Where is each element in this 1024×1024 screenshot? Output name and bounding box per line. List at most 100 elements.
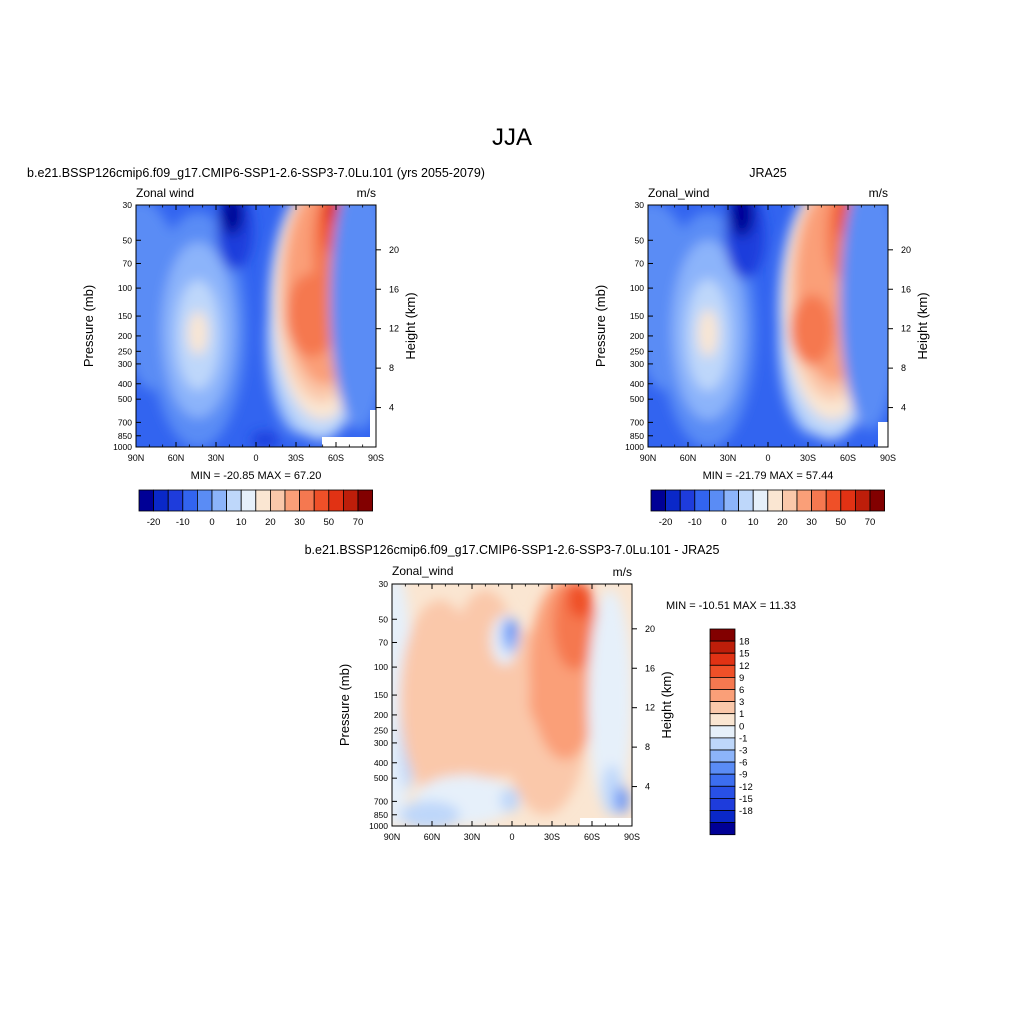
colorbar-label: 20 bbox=[265, 517, 276, 528]
colorbar-box bbox=[752, 489, 769, 512]
y-tick-label: 1000 bbox=[625, 442, 644, 452]
colorbar-box bbox=[709, 652, 736, 666]
height-tick-label: 4 bbox=[901, 403, 906, 413]
colorbar-box bbox=[167, 489, 184, 512]
y-tick-label: 200 bbox=[374, 710, 388, 720]
x-tick-label: 30S bbox=[544, 832, 560, 842]
colorbar-box bbox=[709, 489, 725, 512]
y-tick-label: 700 bbox=[118, 417, 132, 427]
y-tick-label: 400 bbox=[374, 758, 388, 768]
x-tick-label: 60N bbox=[680, 453, 697, 463]
panel-model-y-axis-label: Pressure (mb) bbox=[81, 285, 96, 367]
colorbar-label: -9 bbox=[739, 770, 747, 781]
y-tick-label: 1000 bbox=[113, 442, 132, 452]
height-tick-label: 12 bbox=[389, 324, 399, 334]
colorbar-box bbox=[709, 773, 736, 787]
colorbar-label: 30 bbox=[806, 517, 817, 528]
x-tick-label: 30S bbox=[800, 453, 816, 463]
panel-obs-y-axis-label: Pressure (mb) bbox=[593, 285, 608, 367]
colorbar-label: 10 bbox=[236, 517, 247, 528]
colorbar-label: -6 bbox=[739, 758, 747, 769]
colorbar-label: -3 bbox=[739, 746, 747, 757]
panel-diff-left-label: Zonal_wind bbox=[392, 564, 453, 578]
y-tick-label: 700 bbox=[374, 796, 388, 806]
colorbar-box bbox=[284, 489, 301, 512]
x-tick-label: 90N bbox=[128, 453, 145, 463]
colorbar-box bbox=[782, 489, 798, 512]
colorbar-box bbox=[182, 489, 198, 512]
x-tick-label: 30N bbox=[464, 832, 481, 842]
panel-obs-left-label: Zonal_wind bbox=[648, 186, 709, 200]
colorbar-label: 0 bbox=[721, 517, 726, 528]
panel-obs-axes: 90N 60N 30N 0 30S 60S 90S 30 50 70 100 150 200 250 300… bbox=[625, 200, 911, 463]
colorbar-box bbox=[869, 489, 886, 512]
colorbar-label: 15 bbox=[739, 649, 750, 660]
y-tick-label: 50 bbox=[379, 614, 389, 624]
y-tick-label: 700 bbox=[630, 417, 644, 427]
colorbar-box bbox=[342, 489, 359, 512]
colorbar-box bbox=[811, 489, 827, 512]
colorbar-label: 20 bbox=[777, 517, 788, 528]
y-tick-label: 30 bbox=[123, 200, 133, 210]
colorbar-label: -15 bbox=[739, 794, 753, 805]
colorbar-box bbox=[679, 489, 696, 512]
colorbar-box bbox=[709, 713, 736, 727]
colorbar-label: 6 bbox=[739, 685, 744, 696]
y-tick-label: 150 bbox=[374, 690, 388, 700]
x-tick-label: 0 bbox=[509, 832, 514, 842]
height-tick-label: 16 bbox=[645, 663, 655, 673]
panel-model-left-label: Zonal wind bbox=[136, 186, 194, 200]
x-tick-label: 60S bbox=[584, 832, 600, 842]
y-tick-label: 150 bbox=[630, 311, 644, 321]
height-tick-label: 8 bbox=[901, 363, 906, 373]
height-tick-label: 16 bbox=[389, 284, 399, 294]
y-tick-label: 850 bbox=[374, 810, 388, 820]
height-tick-label: 4 bbox=[645, 782, 650, 792]
height-tick-label: 20 bbox=[901, 245, 911, 255]
figure-title: JJA bbox=[492, 124, 532, 151]
colorbar-box bbox=[650, 489, 667, 512]
panel-diff-axes: 90N 60N 30N 0 30S 60S 90S 30 50 70 100 150 200 250 300… bbox=[369, 579, 655, 842]
colorbar-box bbox=[709, 628, 736, 642]
x-tick-label: 90S bbox=[368, 453, 384, 463]
y-tick-label: 1000 bbox=[369, 821, 388, 831]
colorbar-label: 12 bbox=[739, 661, 750, 672]
x-tick-label: 0 bbox=[765, 453, 770, 463]
y-tick-label: 300 bbox=[118, 359, 132, 369]
colorbar-box bbox=[738, 489, 754, 512]
colorbar-label: -10 bbox=[688, 517, 702, 528]
colorbar-box bbox=[299, 489, 315, 512]
colorbar-box bbox=[709, 810, 736, 824]
x-tick-label: 90N bbox=[384, 832, 401, 842]
height-tick-label: 8 bbox=[645, 742, 650, 752]
panel-obs-units-label: m/s bbox=[869, 186, 888, 200]
panel-model-title: b.e21.BSSP126cmip6.f09_g17.CMIP6-SSP1-2.… bbox=[27, 166, 485, 180]
x-tick-label: 60S bbox=[840, 453, 856, 463]
y-tick-label: 500 bbox=[118, 394, 132, 404]
height-tick-label: 20 bbox=[645, 624, 655, 634]
x-tick-label: 60S bbox=[328, 453, 344, 463]
x-tick-label: 0 bbox=[253, 453, 258, 463]
height-tick-label: 20 bbox=[389, 245, 399, 255]
y-tick-label: 250 bbox=[374, 725, 388, 735]
panel-diff-title: b.e21.BSSP126cmip6.f09_g17.CMIP6-SSP1-2.… bbox=[305, 543, 720, 557]
panel-model-right-axis-label: Height (km) bbox=[403, 292, 418, 359]
colorbar-box bbox=[709, 785, 736, 799]
panel-model-colorbar: -20 -10 0 10 20 30 50 70 bbox=[138, 489, 374, 528]
colorbar-box bbox=[255, 489, 271, 512]
panel-model-field bbox=[136, 205, 376, 447]
colorbar-box bbox=[138, 489, 155, 512]
y-tick-label: 400 bbox=[118, 379, 132, 389]
y-tick-label: 500 bbox=[630, 394, 644, 404]
y-tick-label: 200 bbox=[630, 331, 644, 341]
height-tick-label: 16 bbox=[901, 284, 911, 294]
colorbar-box bbox=[709, 725, 736, 739]
colorbar-box bbox=[709, 749, 736, 763]
panel-diff-units-label: m/s bbox=[613, 565, 632, 579]
colorbar-box bbox=[313, 489, 330, 512]
panel-model-stats: MIN = -20.85 MAX = 67.20 bbox=[191, 470, 322, 482]
colorbar-box bbox=[196, 489, 213, 512]
panel-diff: b.e21.BSSP126cmip6.f09_g17.CMIP6-SSP1-2.… bbox=[305, 543, 796, 842]
